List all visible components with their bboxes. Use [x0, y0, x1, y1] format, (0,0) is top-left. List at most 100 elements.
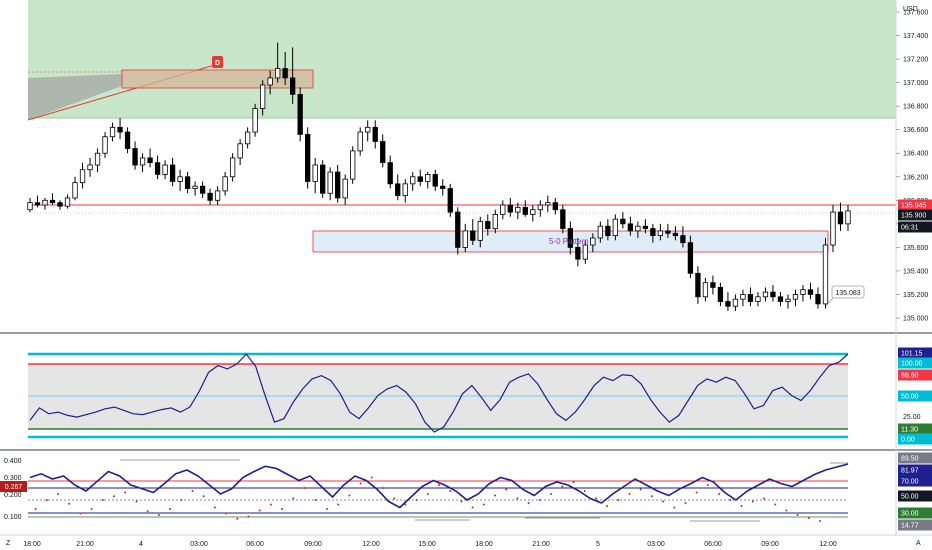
candle-bull: [229, 157, 236, 178]
price-tick-label: 136.400: [903, 151, 928, 158]
candle-bull: [537, 204, 543, 211]
sub-dot: [325, 508, 328, 510]
corner-left-label: Z: [6, 540, 11, 547]
candle-bull: [327, 171, 333, 194]
candle-bear: [154, 162, 161, 175]
candle-bull: [732, 298, 739, 307]
candle-bull: [545, 202, 551, 206]
candle-bear: [470, 230, 476, 241]
candle-bear: [320, 164, 326, 194]
sub-dot: [796, 514, 799, 516]
candle-bull: [755, 296, 761, 302]
candle-bull: [597, 225, 603, 239]
sub-dot: [281, 508, 284, 510]
candle-bear: [665, 230, 671, 234]
d-point-zone[interactable]: [121, 69, 314, 89]
candle-bull: [222, 176, 228, 192]
low-callout-label: 135.083: [835, 290, 860, 297]
osc-badge-label: 88.60: [901, 373, 919, 380]
time-axis[interactable]: 18:00 21:00 4 03:00 06:00 09:00 12:00 15:00 18:0…: [23, 541, 837, 548]
sub-dot: [370, 476, 373, 479]
corner-right-label: A: [916, 540, 921, 547]
sub-dot: [269, 503, 272, 506]
sub-dot: [684, 502, 687, 504]
candle-bull: [590, 237, 596, 246]
sub-dot: [763, 497, 765, 500]
sub-dotted-series: [34, 476, 821, 522]
sub-dot: [550, 493, 553, 495]
price-axis[interactable]: USD 137.600 137.400 137.200 137.000 136.800 1…: [4, 6, 928, 521]
sub-dot: [90, 508, 93, 510]
osc-tick-label: 25.00: [903, 414, 921, 421]
sub-dot: [482, 503, 485, 506]
candle-bull: [312, 164, 318, 182]
candle-bull: [252, 108, 258, 133]
sub-dot: [292, 497, 295, 500]
candle-bear: [447, 188, 453, 213]
candle-bear: [522, 206, 528, 215]
sub-dot: [57, 493, 59, 495]
sub-dot: [639, 488, 642, 491]
candle-bear: [770, 291, 776, 298]
sub-dot: [438, 484, 440, 486]
oscillator-pane[interactable]: [28, 336, 896, 448]
sub-dot: [393, 497, 396, 500]
time-tick-label: 12:00: [362, 541, 380, 548]
candle-bull: [702, 282, 709, 298]
sub-indicator-pane[interactable]: 0.267: [0, 452, 896, 534]
candle-bull: [350, 150, 356, 180]
price-pane[interactable]: D 5-0 Pattern 135.083: [27, 0, 896, 332]
candle-bull: [492, 214, 498, 229]
value-badges: 135.945 135.900 06:31 101.15 100.00 88.60 50.0…: [898, 199, 932, 531]
sub-dot: [594, 497, 597, 500]
sub-dot: [650, 495, 653, 498]
sub-dot: [191, 490, 194, 492]
sub-dot: [415, 499, 418, 501]
candle-bull: [102, 136, 108, 154]
candle-bear: [552, 202, 558, 211]
d-point-label: D: [215, 60, 220, 67]
low-callout[interactable]: 135.083: [825, 285, 865, 307]
candle-bull: [342, 178, 348, 199]
pattern-label: 5-0 Pattern: [549, 237, 589, 246]
sub-tick-label: 0.400: [4, 458, 22, 465]
candle-bear: [184, 176, 191, 189]
sub-pane-background: [28, 452, 896, 534]
sub-dot: [68, 502, 71, 505]
sub-dot: [695, 491, 698, 494]
candle-bull: [94, 152, 101, 166]
sub-dot: [449, 490, 452, 492]
sub-dot: [729, 499, 732, 501]
sub-dot: [471, 506, 474, 509]
osc-badge-bg: [898, 357, 932, 369]
sub-dot: [706, 484, 709, 486]
sub-dot: [157, 514, 160, 516]
currency-label: USD: [903, 6, 918, 13]
candle-bear: [207, 192, 213, 201]
candle-bull: [259, 84, 266, 109]
candle-bull: [72, 182, 78, 199]
sub-dot: [617, 499, 620, 501]
oscillator-band: [28, 364, 848, 429]
candle-bull: [822, 244, 829, 305]
sub-badge-bg: [898, 475, 932, 487]
candle-bull: [830, 211, 836, 246]
sub-dot: [169, 508, 172, 510]
sub-badge-bg: [898, 519, 932, 531]
price-tick-label: 135.200: [903, 292, 928, 299]
price-tick-label: 137.200: [903, 57, 928, 64]
candle-bull: [657, 230, 664, 237]
candle-bear: [815, 294, 821, 305]
sub-tick-label: 0.200: [4, 492, 22, 499]
sub-badge-label: 70.00: [901, 479, 919, 486]
candle-bull: [162, 164, 168, 175]
candle-bear: [605, 225, 611, 237]
candle-bear: [432, 174, 438, 187]
sub-dot: [213, 506, 216, 509]
sub-dot: [583, 490, 586, 492]
osc-badge-label: 0.00: [901, 437, 915, 444]
sub-dot: [628, 493, 631, 495]
d-point-marker[interactable]: D: [212, 56, 223, 68]
sub-dot: [303, 487, 306, 489]
